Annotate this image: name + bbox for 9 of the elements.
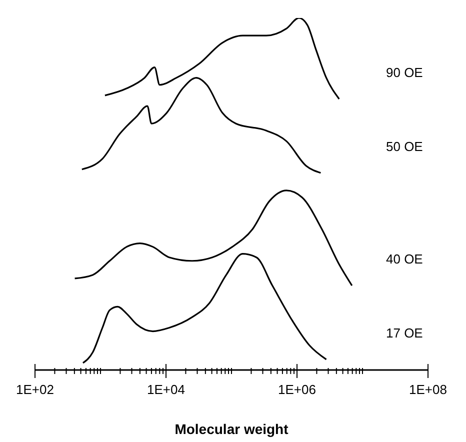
x-tick-label: 1E+08 — [409, 382, 447, 397]
x-tick-label: 1E+06 — [278, 382, 316, 397]
x-tick-label: 1E+04 — [147, 382, 185, 397]
text: 90 OE — [386, 64, 424, 80]
text: 17 OE — [386, 325, 424, 340]
text: 50 OE — [386, 138, 424, 154]
x-tick-label: 1E+02 — [16, 382, 54, 397]
x-axis-title: Molecular weight — [174, 421, 289, 437]
text: 40 OE — [386, 252, 424, 267]
